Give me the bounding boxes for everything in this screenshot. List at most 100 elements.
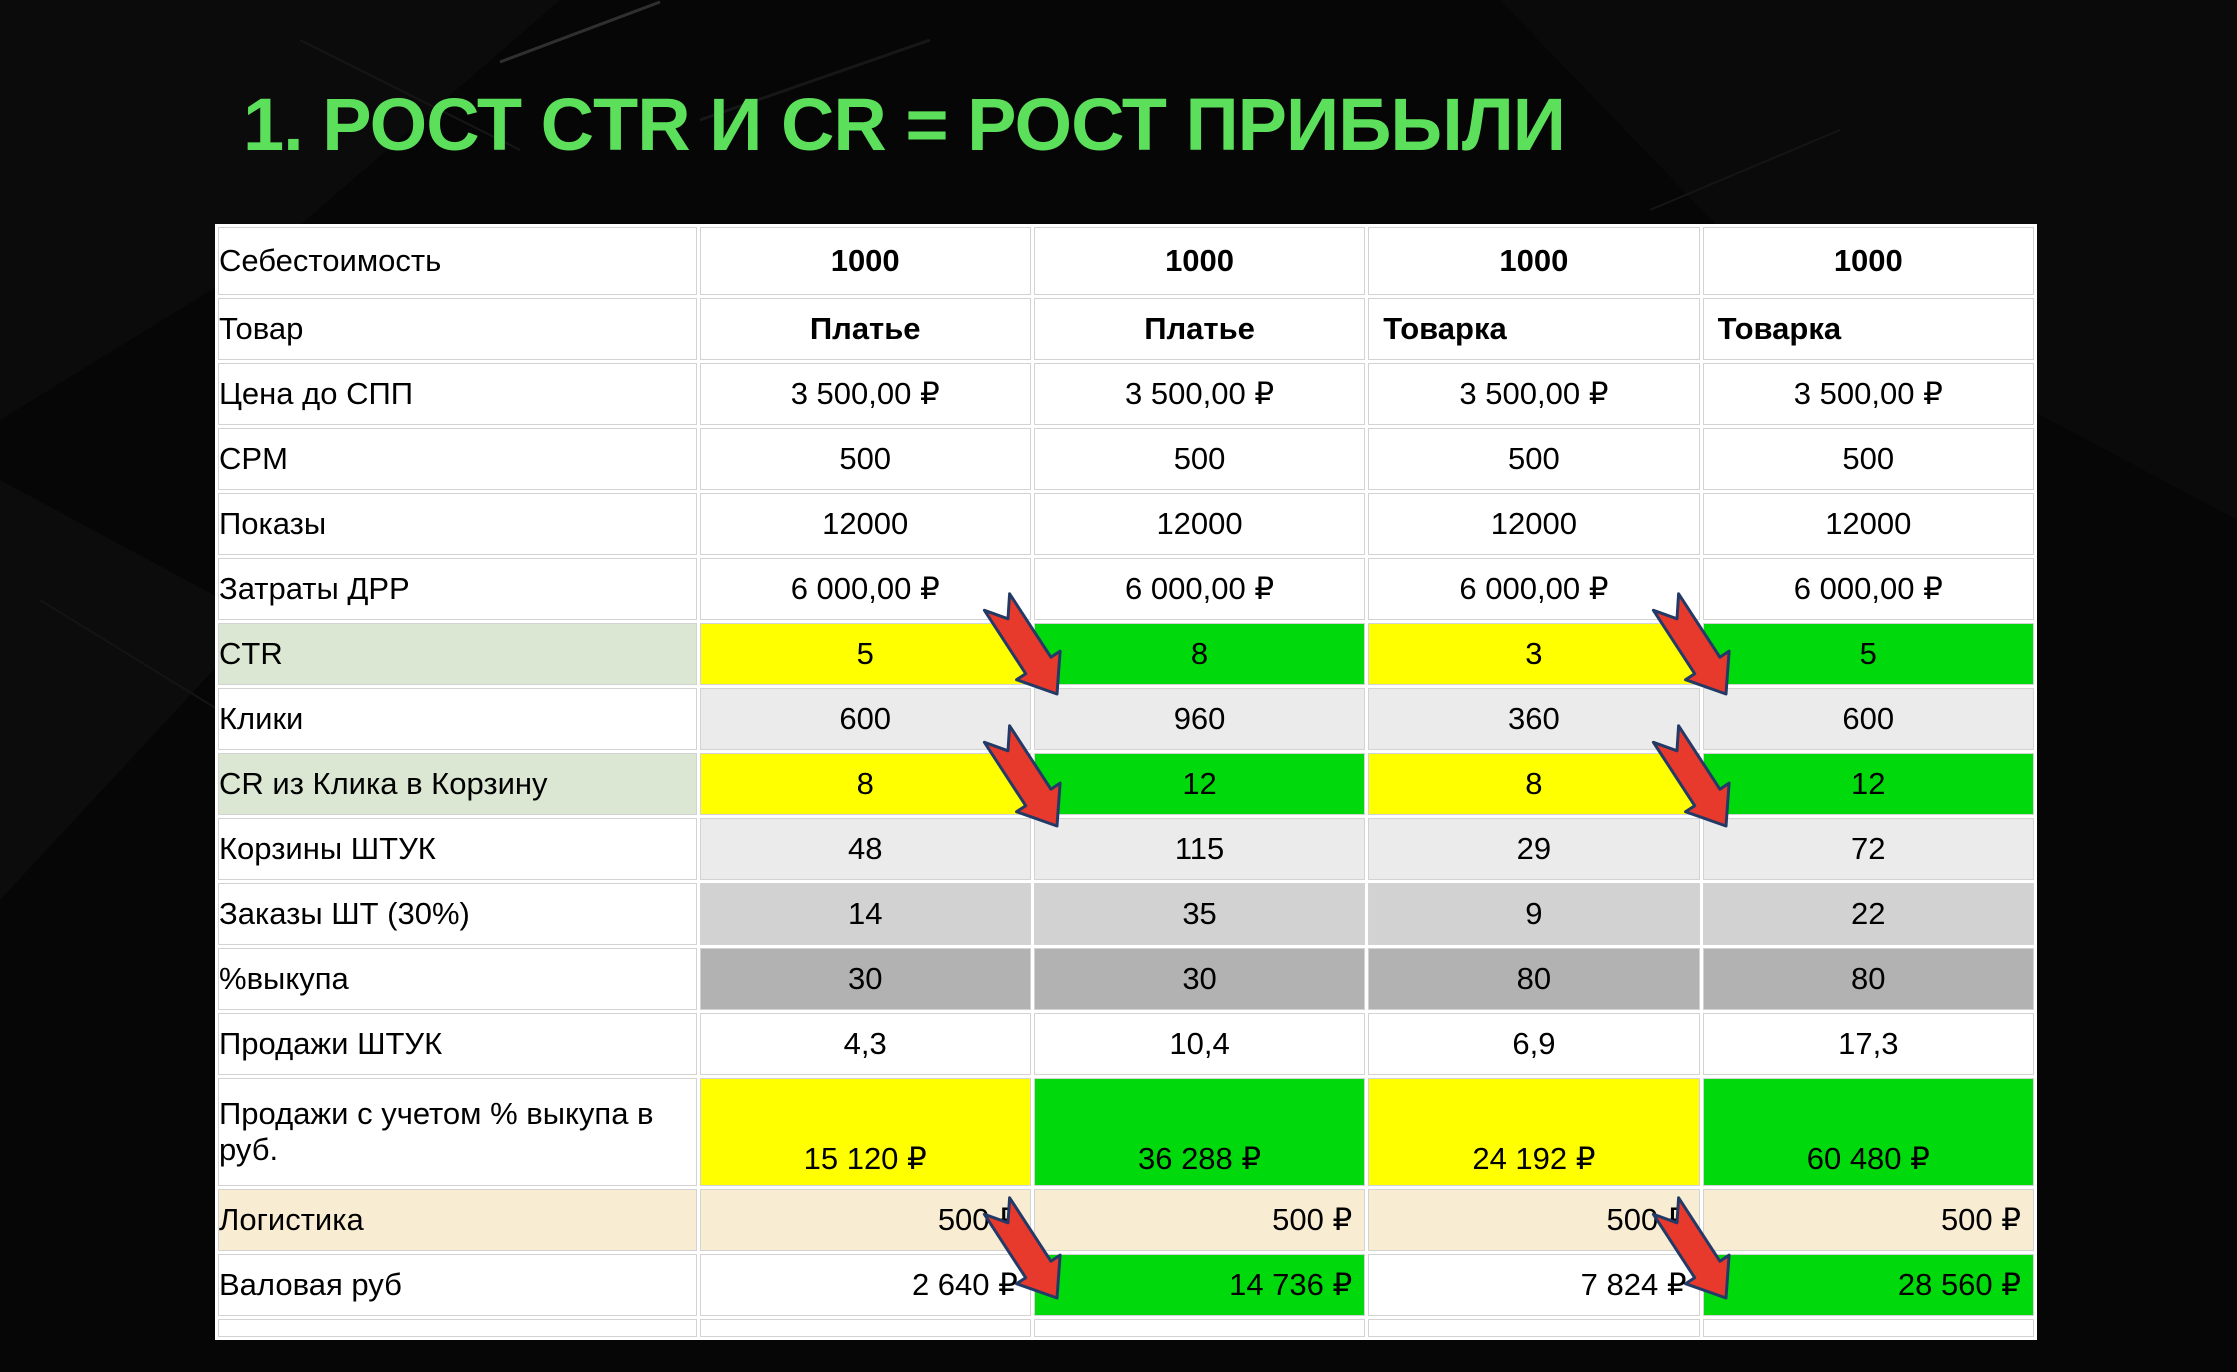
table-row: Клики 600 960 360 600 [218,688,2034,750]
value-cell: 15 120 ₽ [699,1078,1031,1186]
value-cell: 12000 [1033,493,1366,555]
value-cell [699,1319,1031,1337]
table-row: %выкупа 30 30 80 80 [218,948,2034,1010]
value-cell: 500 ₽ [1702,1189,2034,1251]
value-cell: 30 [699,948,1031,1010]
value-cell: 1000 [1368,227,1700,295]
table-row: CPM 500 500 500 500 [218,428,2034,490]
row-label: Продажи с учетом % выкупа в руб. [218,1078,697,1186]
value-cell [1702,1319,2034,1337]
value-cell: 2 640 ₽ [699,1254,1031,1316]
table-row: Затраты ДРР 6 000,00 ₽6 000,00 ₽6 000,00 … [218,558,2034,620]
value-cell: 360 [1368,688,1700,750]
row-label: Валовая руб [218,1254,697,1316]
value-cell: Товарка [1368,298,1700,360]
table-row: Заказы ШТ (30%) 14 35 9 22 [218,883,2034,945]
value-cell: 30 [1033,948,1366,1010]
value-cell: 14 [699,883,1031,945]
value-cell: 500 [1368,428,1700,490]
value-cell: 60 480 ₽ [1702,1078,2034,1186]
data-table: Себестоимость 1000 1000 1000 1000 Товар Платье… [215,224,2037,1340]
row-label: Цена до СПП [218,363,697,425]
value-cell: 80 [1368,948,1700,1010]
value-cell: 9 [1368,883,1700,945]
table-row: Логистика 500 ₽500 ₽500 ₽500 ₽ [218,1189,2034,1251]
table-row: Товар Платье Платье Товарка Товарка [218,298,2034,360]
value-cell: 500 ₽ [1368,1189,1700,1251]
value-cell: 6 000,00 ₽ [1033,558,1366,620]
value-cell: 3 [1368,623,1700,685]
value-cell: 8 [699,753,1031,815]
value-cell: 28 560 ₽ [1702,1254,2034,1316]
table-row: Цена до СПП 3 500,00 ₽3 500,00 ₽3 500,00 … [218,363,2034,425]
value-cell: 3 500,00 ₽ [1702,363,2034,425]
value-cell: 1000 [1033,227,1366,295]
value-cell: 36 288 ₽ [1033,1078,1366,1186]
value-cell [1033,1319,1366,1337]
value-cell: 600 [699,688,1031,750]
table-row: Продажи с учетом % выкупа в руб. 15 120 ₽… [218,1078,2034,1186]
value-cell: 17,3 [1702,1013,2034,1075]
value-cell: 48 [699,818,1031,880]
value-cell: 22 [1702,883,2034,945]
row-label: CTR [218,623,697,685]
value-cell: 4,3 [699,1013,1031,1075]
value-cell: 14 736 ₽ [1033,1254,1366,1316]
value-cell: 12000 [1702,493,2034,555]
table-row: Продажи ШТУК 4,3 10,4 6,9 17,3 [218,1013,2034,1075]
value-cell: 500 [699,428,1031,490]
value-cell: 500 [1033,428,1366,490]
row-label: Показы [218,493,697,555]
spreadsheet-table: Себестоимость 1000 1000 1000 1000 Товар Платье… [215,224,2037,1340]
table-row: Показы 12000 12000 12000 12000 [218,493,2034,555]
value-cell: 24 192 ₽ [1368,1078,1700,1186]
value-cell: 35 [1033,883,1366,945]
row-label [218,1319,697,1337]
table-row: Себестоимость 1000 1000 1000 1000 [218,227,2034,295]
row-label: Корзины ШТУК [218,818,697,880]
table-row [218,1319,2034,1337]
value-cell: Платье [1033,298,1366,360]
value-cell: 1000 [1702,227,2034,295]
row-label: Заказы ШТ (30%) [218,883,697,945]
value-cell: 3 500,00 ₽ [1033,363,1366,425]
row-label: %выкупа [218,948,697,1010]
slide-title: 1. РОСТ CTR И CR = РОСТ ПРИБЫЛИ [243,83,1566,166]
value-cell: 3 500,00 ₽ [1368,363,1700,425]
value-cell: 500 ₽ [1033,1189,1366,1251]
value-cell: 12000 [1368,493,1700,555]
value-cell: 6,9 [1368,1013,1700,1075]
value-cell: 8 [1033,623,1366,685]
value-cell: 3 500,00 ₽ [699,363,1031,425]
value-cell: 10,4 [1033,1013,1366,1075]
value-cell: 12000 [699,493,1031,555]
row-label: CR из Клика в Корзину [218,753,697,815]
row-label: Товар [218,298,697,360]
value-cell: 115 [1033,818,1366,880]
value-cell: 6 000,00 ₽ [1368,558,1700,620]
row-label: Клики [218,688,697,750]
table-body: Себестоимость 1000 1000 1000 1000 Товар Платье… [218,227,2034,1337]
value-cell: 5 [699,623,1031,685]
value-cell: 1000 [699,227,1031,295]
value-cell: 29 [1368,818,1700,880]
value-cell: 12 [1033,753,1366,815]
row-label: Логистика [218,1189,697,1251]
value-cell: 960 [1033,688,1366,750]
value-cell: 6 000,00 ₽ [699,558,1031,620]
value-cell: 12 [1702,753,2034,815]
table-row: CTR 5 8 3 5 [218,623,2034,685]
value-cell: 500 [1702,428,2034,490]
row-label: Затраты ДРР [218,558,697,620]
value-cell: 600 [1702,688,2034,750]
value-cell: 6 000,00 ₽ [1702,558,2034,620]
row-label: Себестоимость [218,227,697,295]
value-cell [1368,1319,1700,1337]
table-row: Валовая руб 2 640 ₽14 736 ₽7 824 ₽28 560 … [218,1254,2034,1316]
value-cell: 5 [1702,623,2034,685]
value-cell: Платье [699,298,1031,360]
row-label: Продажи ШТУК [218,1013,697,1075]
value-cell: Товарка [1702,298,2034,360]
table-row: CR из Клика в Корзину 8 12 8 12 [218,753,2034,815]
